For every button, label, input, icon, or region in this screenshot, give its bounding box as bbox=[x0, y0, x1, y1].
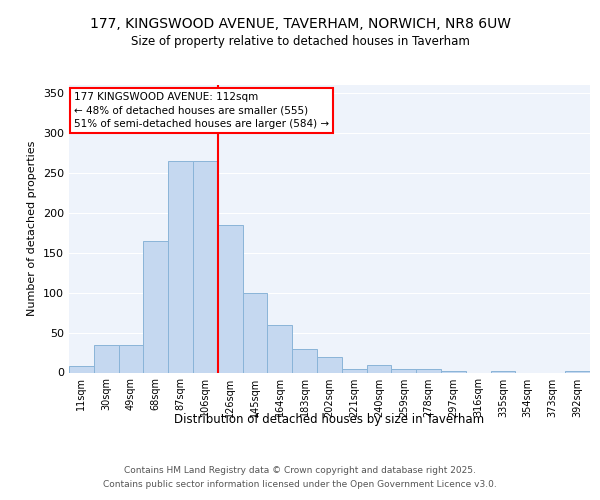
Text: Size of property relative to detached houses in Taverham: Size of property relative to detached ho… bbox=[131, 35, 469, 48]
Bar bbox=[565, 371, 590, 372]
Bar bbox=[69, 366, 94, 372]
Bar bbox=[242, 292, 268, 372]
Bar bbox=[416, 368, 441, 372]
Bar bbox=[292, 348, 317, 372]
Text: Contains public sector information licensed under the Open Government Licence v3: Contains public sector information licen… bbox=[103, 480, 497, 489]
Bar bbox=[143, 240, 168, 372]
Bar bbox=[391, 368, 416, 372]
Bar bbox=[367, 364, 391, 372]
Bar bbox=[193, 161, 218, 372]
Bar bbox=[491, 371, 515, 372]
Bar bbox=[218, 225, 242, 372]
Bar bbox=[268, 324, 292, 372]
Text: 177 KINGSWOOD AVENUE: 112sqm
← 48% of detached houses are smaller (555)
51% of s: 177 KINGSWOOD AVENUE: 112sqm ← 48% of de… bbox=[74, 92, 329, 128]
Bar bbox=[317, 356, 342, 372]
Bar bbox=[94, 344, 119, 372]
Bar bbox=[119, 344, 143, 372]
Text: Contains HM Land Registry data © Crown copyright and database right 2025.: Contains HM Land Registry data © Crown c… bbox=[124, 466, 476, 475]
Text: Distribution of detached houses by size in Taverham: Distribution of detached houses by size … bbox=[175, 412, 484, 426]
Bar bbox=[342, 368, 367, 372]
Text: 177, KINGSWOOD AVENUE, TAVERHAM, NORWICH, NR8 6UW: 177, KINGSWOOD AVENUE, TAVERHAM, NORWICH… bbox=[89, 18, 511, 32]
Bar bbox=[441, 371, 466, 372]
Y-axis label: Number of detached properties: Number of detached properties bbox=[28, 141, 37, 316]
Bar bbox=[168, 161, 193, 372]
